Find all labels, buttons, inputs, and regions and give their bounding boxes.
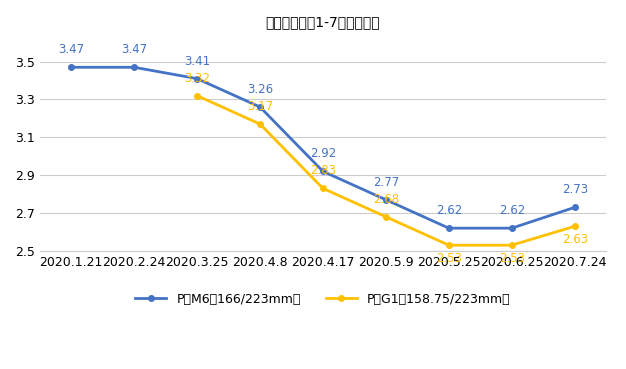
P型G1（158.75/223mm）: [382, 215, 389, 219]
Legend: P型M6（166/223mm）, P型G1（158.75/223mm）: P型M6（166/223mm）, P型G1（158.75/223mm）: [130, 288, 516, 311]
P型M6（166/223mm）: [508, 226, 516, 230]
P型M6（166/223mm）: [130, 65, 138, 69]
Text: 2.92: 2.92: [310, 147, 336, 160]
P型M6（166/223mm）: [319, 169, 327, 173]
P型G1（158.75/223mm）: [508, 243, 516, 247]
P型M6（166/223mm）: [382, 197, 389, 202]
P型M6（166/223mm）: [445, 226, 453, 230]
Text: 3.41: 3.41: [184, 55, 210, 68]
Line: P型M6（166/223mm）: P型M6（166/223mm）: [68, 65, 578, 231]
Line: P型G1（158.75/223mm）: P型G1（158.75/223mm）: [194, 93, 578, 248]
P型M6（166/223mm）: [193, 76, 201, 81]
Title: 隆基单晶硅片1-7月价格走势: 隆基单晶硅片1-7月价格走势: [265, 15, 380, 29]
P型G1（158.75/223mm）: [571, 224, 578, 228]
Text: 2.63: 2.63: [562, 233, 588, 246]
Text: 2.73: 2.73: [562, 183, 588, 196]
Text: 3.47: 3.47: [121, 43, 147, 56]
Text: 2.53: 2.53: [436, 252, 462, 265]
P型M6（166/223mm）: [68, 65, 75, 69]
Text: 3.32: 3.32: [184, 72, 210, 85]
Text: 2.62: 2.62: [436, 204, 462, 217]
P型G1（158.75/223mm）: [445, 243, 453, 247]
Text: 3.26: 3.26: [247, 83, 273, 96]
P型G1（158.75/223mm）: [193, 93, 201, 98]
Text: 2.53: 2.53: [499, 252, 525, 265]
P型G1（158.75/223mm）: [256, 122, 264, 126]
P型M6（166/223mm）: [571, 205, 578, 210]
Text: 2.83: 2.83: [310, 164, 336, 177]
Text: 2.77: 2.77: [373, 176, 399, 189]
P型M6（166/223mm）: [256, 105, 264, 109]
Text: 2.68: 2.68: [373, 193, 399, 206]
Text: 3.17: 3.17: [247, 100, 273, 113]
Text: 3.47: 3.47: [58, 43, 85, 56]
P型G1（158.75/223mm）: [319, 186, 327, 191]
Text: 2.62: 2.62: [499, 204, 525, 217]
